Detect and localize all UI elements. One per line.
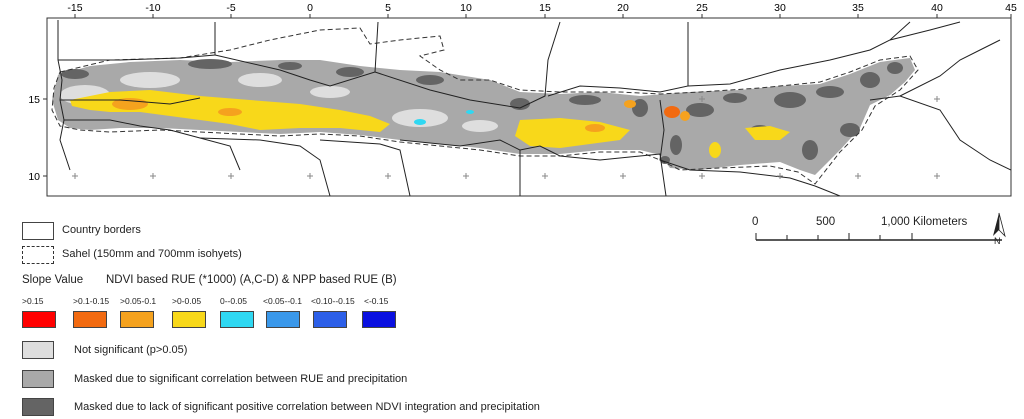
sahel-band-masked-rue bbox=[52, 58, 915, 175]
lon-tick: -5 bbox=[226, 2, 235, 14]
lon-tick: 25 bbox=[696, 2, 708, 14]
longitude-axis: -15 -10 -5 0 5 10 15 20 25 30 35 40 45 bbox=[67, 2, 1017, 18]
lat-tick: 15 bbox=[28, 94, 40, 106]
scale-bar bbox=[755, 233, 1002, 241]
north-arrow-icon bbox=[993, 212, 1006, 238]
country-borders bbox=[57, 20, 1011, 196]
lon-tick: 5 bbox=[385, 2, 391, 14]
lon-tick: -15 bbox=[67, 2, 82, 14]
lon-tick: 20 bbox=[617, 2, 629, 14]
lon-tick: 45 bbox=[1005, 2, 1017, 14]
lon-tick: 40 bbox=[931, 2, 943, 14]
graticule-crosses bbox=[72, 96, 940, 179]
lon-tick: 15 bbox=[539, 2, 551, 14]
lon-tick: 35 bbox=[852, 2, 864, 14]
lon-tick: 10 bbox=[460, 2, 472, 14]
latitude-axis: 15 10 bbox=[28, 94, 47, 183]
positive-slope-areas bbox=[70, 90, 790, 158]
lon-tick: 0 bbox=[307, 2, 313, 14]
masked-ndvi-patches bbox=[61, 59, 903, 164]
lon-tick: -10 bbox=[145, 2, 160, 14]
sahel-isohyet-outline bbox=[51, 27, 919, 185]
lon-tick: 30 bbox=[774, 2, 786, 14]
lat-tick: 10 bbox=[28, 171, 40, 183]
